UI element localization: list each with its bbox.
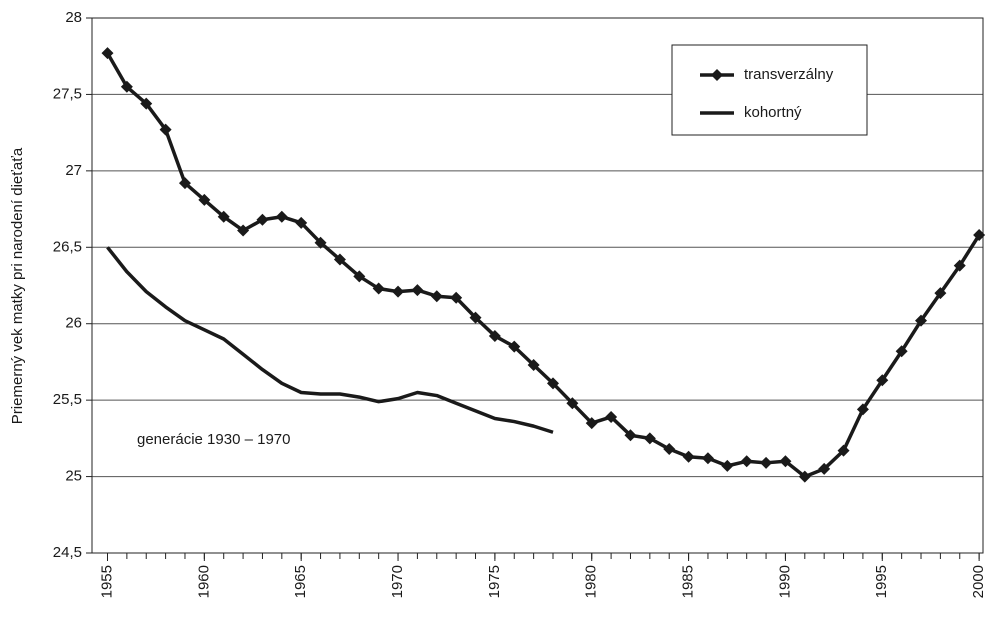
- marker: [779, 455, 792, 468]
- y-axis-label: Priemerný vek matky pri narodení dieťaťa: [9, 147, 26, 424]
- marker: [178, 177, 191, 190]
- x-tick-label: 2000: [970, 565, 987, 598]
- marker: [237, 224, 250, 237]
- marker: [760, 456, 773, 469]
- marker: [585, 417, 598, 430]
- marker: [701, 452, 714, 465]
- y-tick-label: 27: [65, 162, 82, 179]
- x-tick-label: 1960: [195, 565, 212, 598]
- y-tick-label: 28: [65, 9, 82, 26]
- marker: [818, 462, 831, 475]
- marker: [469, 311, 482, 324]
- y-tick-label: 25: [65, 468, 82, 485]
- marker: [295, 216, 308, 229]
- marker: [275, 210, 288, 223]
- y-tick-label: 26,5: [53, 238, 82, 255]
- plot-frame: [91, 17, 984, 554]
- marker: [663, 443, 676, 456]
- marker: [721, 459, 734, 472]
- marker: [546, 377, 559, 390]
- marker: [488, 329, 501, 342]
- marker: [450, 291, 463, 304]
- marker: [430, 290, 443, 303]
- marker: [508, 340, 521, 353]
- marker: [314, 236, 327, 249]
- series-line: [105, 52, 981, 479]
- y-tick-label: 27,5: [53, 85, 82, 102]
- marker: [140, 97, 153, 110]
- marker: [643, 432, 656, 445]
- marker: [798, 470, 811, 483]
- marker: [605, 410, 618, 423]
- x-tick-label: 1975: [486, 565, 503, 598]
- legend-label: kohortný: [744, 104, 802, 121]
- legend-marker: [711, 69, 723, 81]
- x-tick-label: 1955: [98, 565, 115, 598]
- x-tick-label: 1965: [292, 565, 309, 598]
- marker: [411, 284, 424, 297]
- marker: [895, 345, 908, 358]
- marker: [740, 455, 753, 468]
- marker: [353, 270, 366, 283]
- x-tick-label: 1995: [873, 565, 890, 598]
- marker: [973, 229, 986, 242]
- y-tick-label: 26: [65, 315, 82, 332]
- x-tick-label: 1990: [776, 565, 793, 598]
- marker: [333, 253, 346, 266]
- legend-box: [671, 44, 868, 136]
- marker: [566, 397, 579, 410]
- marker: [876, 374, 889, 387]
- marker: [527, 358, 540, 371]
- marker: [682, 450, 695, 463]
- series-line: [106, 246, 554, 434]
- y-tick-label: 24,5: [53, 544, 82, 561]
- marker: [256, 213, 269, 226]
- marker: [217, 210, 230, 223]
- marker: [953, 259, 966, 272]
- marker: [837, 444, 850, 457]
- x-tick-label: 1980: [583, 565, 600, 598]
- x-tick-label: 1970: [389, 565, 406, 598]
- marker: [392, 285, 405, 298]
- marker: [934, 287, 947, 300]
- marker: [120, 80, 133, 93]
- x-tick-label: 1985: [680, 565, 697, 598]
- marker: [101, 47, 114, 60]
- y-tick-label: 25,5: [53, 391, 82, 408]
- marker: [159, 123, 172, 136]
- legend-label: transverzálny: [744, 66, 834, 83]
- annotation: generácie 1930 – 1970: [137, 431, 290, 448]
- marker: [372, 282, 385, 295]
- marker: [856, 403, 869, 416]
- marker: [198, 193, 211, 206]
- marker: [915, 314, 928, 327]
- marker: [624, 429, 637, 442]
